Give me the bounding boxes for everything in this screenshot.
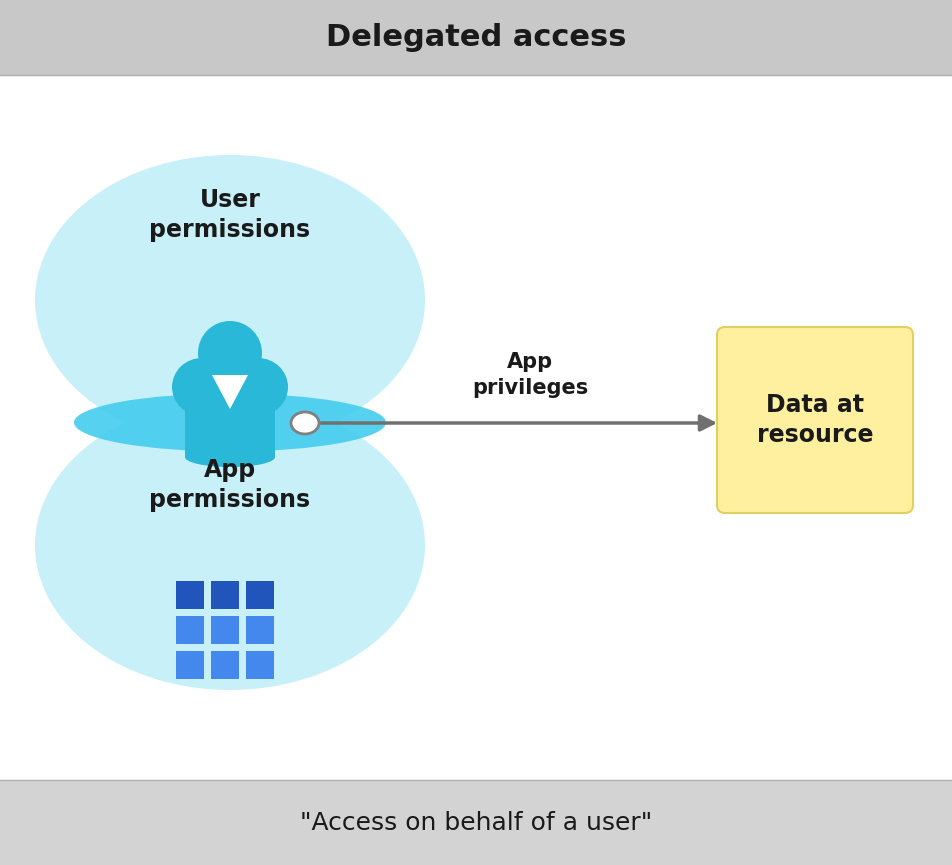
Text: User
permissions: User permissions — [149, 188, 310, 242]
FancyBboxPatch shape — [246, 651, 274, 679]
Ellipse shape — [171, 358, 231, 416]
Ellipse shape — [35, 400, 425, 690]
Bar — [0, 75, 952, 780]
FancyArrowPatch shape — [321, 416, 713, 430]
FancyBboxPatch shape — [246, 581, 274, 609]
Text: Data at
resource: Data at resource — [756, 393, 872, 447]
FancyBboxPatch shape — [176, 616, 204, 644]
FancyBboxPatch shape — [176, 651, 204, 679]
Bar — [0, 0, 952, 75]
FancyBboxPatch shape — [176, 581, 204, 609]
Text: App
permissions: App permissions — [149, 458, 310, 512]
Ellipse shape — [74, 394, 386, 452]
Ellipse shape — [290, 412, 319, 434]
FancyBboxPatch shape — [210, 581, 239, 609]
Bar — [185, 377, 275, 457]
Circle shape — [198, 321, 262, 385]
FancyBboxPatch shape — [246, 616, 274, 644]
Text: Delegated access: Delegated access — [326, 23, 626, 52]
Ellipse shape — [35, 155, 425, 445]
FancyBboxPatch shape — [210, 616, 239, 644]
Ellipse shape — [185, 447, 275, 467]
Ellipse shape — [228, 358, 288, 416]
Bar — [0, 780, 952, 865]
Polygon shape — [211, 375, 248, 409]
Text: "Access on behalf of a user": "Access on behalf of a user" — [300, 811, 652, 835]
Text: App
privileges: App privileges — [471, 352, 587, 398]
FancyBboxPatch shape — [716, 327, 912, 513]
FancyBboxPatch shape — [210, 651, 239, 679]
